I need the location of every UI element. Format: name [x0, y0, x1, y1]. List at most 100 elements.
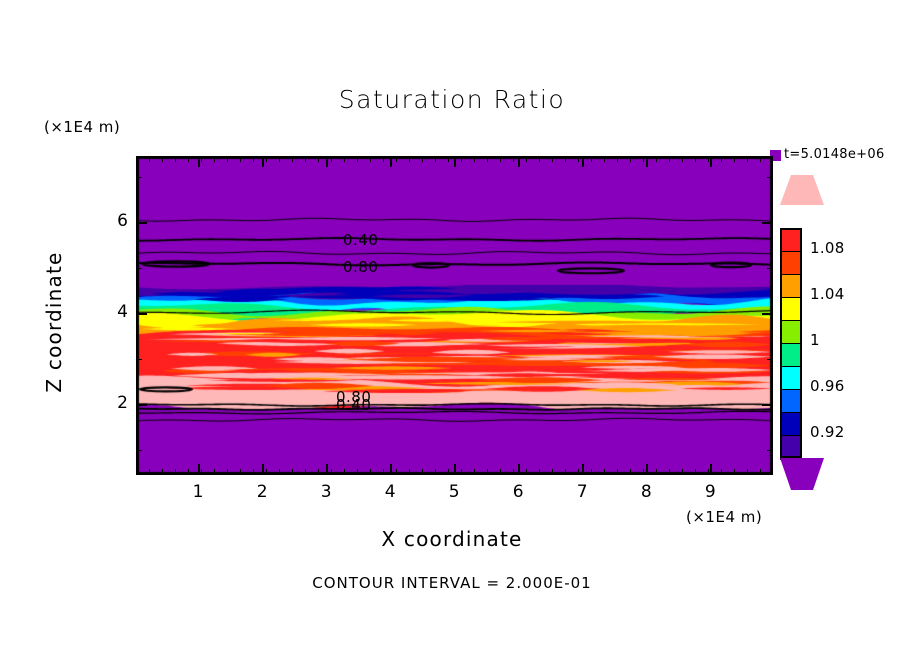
- tick-mark: [518, 464, 521, 475]
- tick-mark: [448, 469, 449, 475]
- tick-mark: [136, 404, 147, 407]
- colorbar-band[interactable]: [780, 297, 802, 322]
- colorbar-tick-label: 1.04: [810, 284, 845, 303]
- tick-mark: [767, 358, 773, 360]
- tick-mark: [422, 156, 423, 162]
- tick-mark: [292, 156, 293, 162]
- tick-mark: [136, 313, 142, 315]
- tick-mark: [643, 469, 644, 475]
- tick-mark: [253, 156, 254, 162]
- colorbar-band[interactable]: [780, 366, 802, 391]
- y-axis-title: Z coordinate: [42, 251, 66, 393]
- tick-mark: [390, 464, 393, 475]
- tick-mark: [656, 469, 657, 475]
- colorbar-tick-label: 0.92: [810, 422, 845, 441]
- tick-mark: [357, 156, 358, 162]
- colorbar-band[interactable]: [780, 320, 802, 345]
- tick-mark: [582, 464, 585, 475]
- tick-mark: [500, 469, 501, 475]
- tick-mark: [136, 176, 142, 178]
- tick-mark: [422, 469, 423, 475]
- tick-mark: [214, 156, 215, 162]
- tick-mark: [454, 156, 457, 167]
- tick-mark: [669, 156, 670, 162]
- tick-mark: [646, 156, 649, 167]
- tick-mark: [708, 156, 709, 162]
- contour-label: 0.80: [343, 258, 379, 276]
- tick-mark: [198, 464, 201, 475]
- tick-mark: [227, 156, 228, 162]
- timestamp-label: t=5.0148e+06: [784, 147, 885, 162]
- tick-mark: [578, 156, 579, 162]
- y-axis-unit-label: (×1E4 m): [44, 118, 121, 136]
- tick-mark: [201, 156, 202, 162]
- tick-mark: [326, 464, 329, 475]
- colorbar-band[interactable]: [780, 274, 802, 299]
- tick-mark: [513, 469, 514, 475]
- tick-mark: [552, 469, 553, 475]
- tick-mark: [383, 156, 384, 162]
- colorbar-tick-label: 0.96: [810, 376, 845, 395]
- tick-mark: [617, 469, 618, 475]
- tick-mark: [630, 156, 631, 162]
- tick-mark: [318, 156, 319, 162]
- tick-mark: [762, 313, 773, 316]
- tick-mark: [435, 156, 436, 162]
- tick-mark: [227, 469, 228, 475]
- colorbar-band[interactable]: [780, 251, 802, 276]
- tick-mark: [201, 469, 202, 475]
- contour-plot-area[interactable]: [136, 156, 773, 475]
- tick-mark: [240, 469, 241, 475]
- contour-label: 0.40: [336, 396, 372, 414]
- tick-mark: [526, 156, 527, 162]
- colorbar-band[interactable]: [780, 389, 802, 414]
- tick-mark: [578, 469, 579, 475]
- x-tick-label: 2: [256, 482, 268, 502]
- timestamp-swatch: [770, 150, 781, 161]
- tick-mark: [767, 404, 773, 406]
- colorbar-band[interactable]: [780, 435, 802, 460]
- x-axis-title: X coordinate: [381, 527, 523, 551]
- tick-mark: [682, 156, 683, 162]
- tick-mark: [518, 156, 521, 167]
- tick-mark: [326, 156, 329, 167]
- x-tick-label: 8: [640, 482, 652, 502]
- tick-mark: [214, 469, 215, 475]
- tick-mark: [262, 156, 265, 167]
- colorbar-band[interactable]: [780, 412, 802, 437]
- tick-mark: [630, 469, 631, 475]
- tick-mark: [357, 469, 358, 475]
- tick-mark: [266, 156, 267, 162]
- tick-mark: [136, 313, 147, 316]
- tick-mark: [500, 156, 501, 162]
- tick-mark: [136, 358, 142, 360]
- tick-mark: [409, 469, 410, 475]
- colorbar-top-arrow: [780, 175, 824, 205]
- tick-mark: [539, 156, 540, 162]
- tick-mark: [643, 156, 644, 162]
- x-tick-label: 5: [448, 482, 460, 502]
- tick-mark: [396, 469, 397, 475]
- tick-mark: [175, 469, 176, 475]
- tick-mark: [604, 469, 605, 475]
- contour-canvas[interactable]: [136, 156, 773, 475]
- tick-mark: [591, 156, 592, 162]
- tick-mark: [390, 156, 393, 167]
- tick-mark: [734, 469, 735, 475]
- tick-mark: [487, 469, 488, 475]
- tick-mark: [292, 469, 293, 475]
- tick-mark: [695, 469, 696, 475]
- tick-mark: [344, 469, 345, 475]
- colorbar-band[interactable]: [780, 228, 802, 253]
- tick-mark: [305, 156, 306, 162]
- tick-mark: [710, 464, 713, 475]
- tick-mark: [136, 404, 142, 406]
- tick-mark: [526, 469, 527, 475]
- colorbar-band[interactable]: [780, 343, 802, 368]
- tick-mark: [767, 267, 773, 269]
- tick-mark: [767, 449, 773, 451]
- tick-mark: [734, 156, 735, 162]
- contour-label: 0.80: [336, 388, 372, 406]
- tick-mark: [136, 222, 147, 225]
